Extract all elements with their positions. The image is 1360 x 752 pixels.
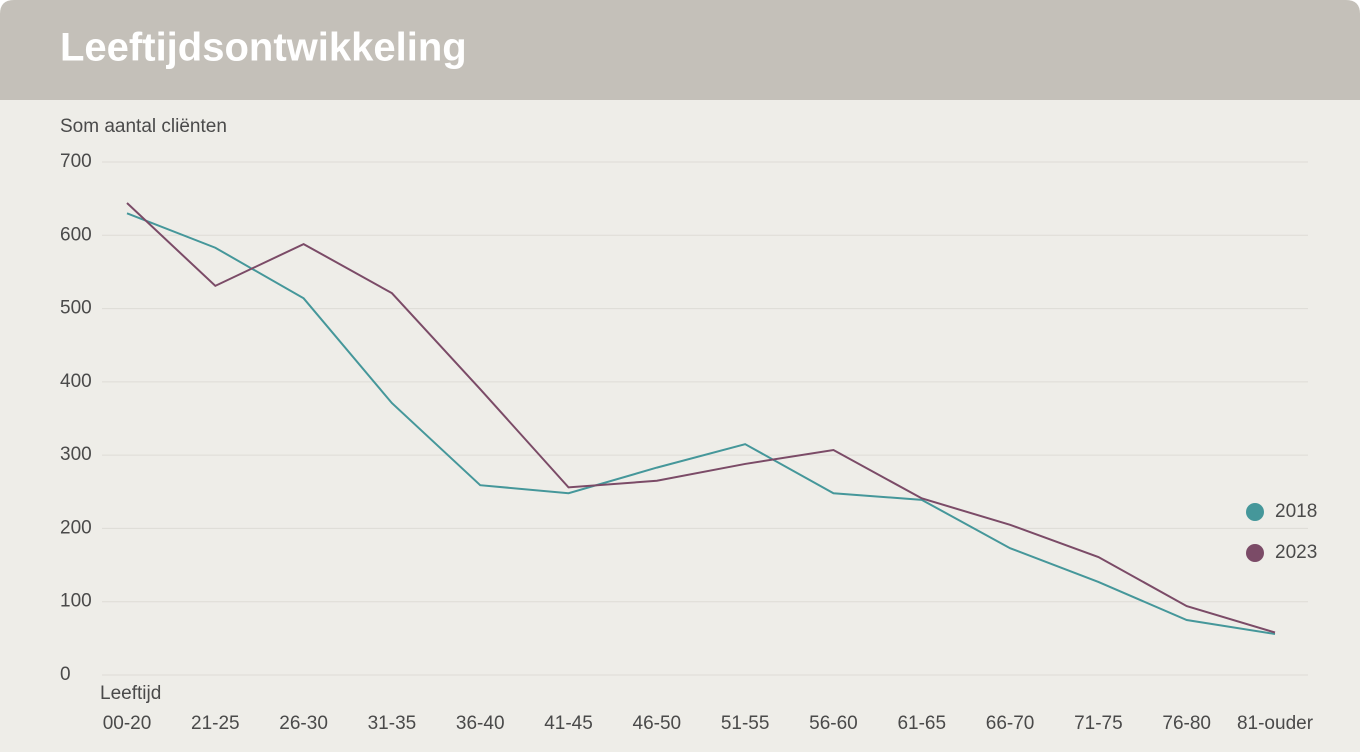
legend-marker — [1246, 544, 1264, 562]
legend-marker — [1246, 503, 1264, 521]
x-tick-label: 61-65 — [897, 713, 946, 734]
x-tick-label: 81-ouder — [1237, 713, 1314, 734]
line — [126, 212, 1276, 635]
x-tick-label: 00-20 — [103, 713, 152, 734]
x-tick-label: 26-30 — [279, 713, 328, 734]
y-tick-label: 500 — [60, 298, 92, 319]
x-tick-label: 41-45 — [544, 713, 593, 734]
x-tick-label: 46-50 — [633, 713, 682, 734]
y-tick-label: 700 — [60, 151, 92, 172]
y-tick-label: 600 — [60, 224, 92, 245]
x-tick-label: 66-70 — [986, 713, 1035, 734]
y-axis-label: Som aantal cliënten — [60, 116, 227, 137]
x-tick-label: 36-40 — [456, 713, 505, 734]
header — [0, 0, 1360, 100]
x-tick-label: 51-55 — [721, 713, 770, 734]
legend-label: 2023 — [1275, 542, 1317, 563]
line — [126, 202, 1276, 634]
y-tick-label: 200 — [60, 517, 92, 538]
x-tick-label: 31-35 — [368, 713, 417, 734]
chart-title: Leeftijdsontwikkeling — [60, 26, 467, 70]
y-tick-label: 100 — [60, 591, 92, 612]
x-tick-label: 21-25 — [191, 713, 240, 734]
y-tick-label: 300 — [60, 444, 92, 465]
y-tick-label: 0 — [60, 664, 71, 685]
x-tick-label: 56-60 — [809, 713, 858, 734]
x-tick-label: 71-75 — [1074, 713, 1123, 734]
legend-label: 2018 — [1275, 501, 1317, 522]
y-tick-label: 400 — [60, 371, 92, 392]
x-tick-label: 76-80 — [1162, 713, 1211, 734]
x-axis-label: Leeftijd — [100, 683, 161, 704]
